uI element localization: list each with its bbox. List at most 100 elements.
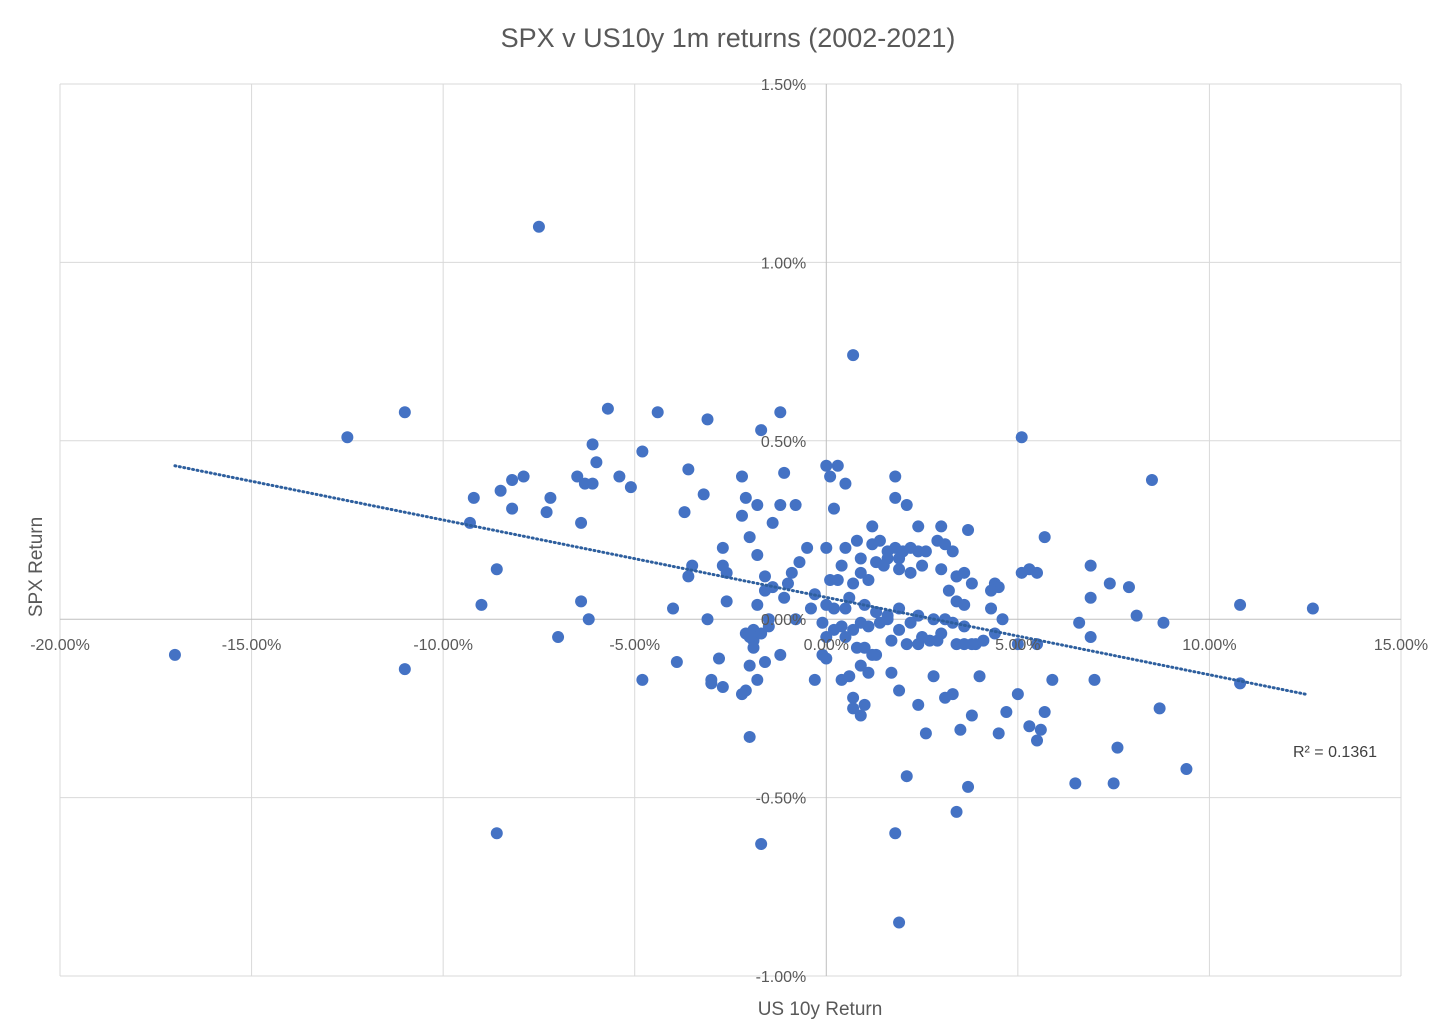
data-point [506,474,519,487]
data-point [839,541,852,554]
data-point [682,570,695,583]
x-tick-label: 15.00% [1374,637,1428,654]
data-point [820,631,833,644]
data-point [636,673,649,686]
x-tick-label: -20.00% [30,637,90,654]
data-point [1122,581,1135,594]
data-point [575,516,588,529]
data-point [1031,566,1044,579]
data-point [475,598,488,611]
data-point [751,499,764,512]
data-point [847,702,860,715]
y-tick-label: -1.00% [756,969,807,986]
data-point [1031,734,1044,747]
data-point [758,656,771,669]
data-point [398,663,411,676]
data-point [839,631,852,644]
data-point [755,837,768,850]
data-point [1073,616,1086,629]
data-point [862,666,875,679]
data-point [743,531,756,544]
data-point [785,566,798,579]
data-point [850,534,863,547]
y-axis-label: SPX Return [26,517,47,617]
data-point [755,424,768,437]
data-point [927,670,940,683]
data-point [613,470,626,483]
data-point [682,463,695,476]
data-point [889,491,902,504]
data-point [965,709,978,722]
data-point [835,559,848,572]
data-point [862,573,875,586]
data-point [582,613,595,626]
data-point [885,634,898,647]
x-tick-label: -15.00% [222,637,282,654]
data-point [824,573,837,586]
data-point [774,499,787,512]
data-point [847,623,860,636]
data-point [977,634,990,647]
x-tick-label: -5.00% [609,637,660,654]
y-tick-labels: -1.00% -0.50% 0.00% 0.50% 1.00% 1.50% [756,77,807,986]
data-point [720,595,733,608]
data-point [1088,673,1101,686]
data-point [912,638,925,651]
data-point [716,541,729,554]
data-point [835,620,848,633]
data-point [636,445,649,458]
data-point [540,506,553,519]
data-point [1084,631,1097,644]
data-point [517,470,530,483]
data-point [824,470,837,483]
data-point [847,577,860,590]
data-point [1011,688,1024,701]
data-point [494,484,507,497]
data-point [490,827,503,840]
data-point [954,723,967,736]
chart-title: SPX v US10y 1m returns (2002-2021) [501,23,956,53]
x-tick-label: 0.00% [804,637,849,654]
data-point [831,459,844,472]
data-point [601,402,614,415]
data-point [758,584,771,597]
data-point [854,552,867,565]
data-point [962,780,975,793]
data-point [578,477,591,490]
x-axis-label: US 10y Return [758,999,883,1020]
x-tick-label: -10.00% [413,637,473,654]
data-point [758,570,771,583]
data-point [747,641,760,654]
data-point [1157,616,1170,629]
data-point [667,602,680,615]
data-point [552,631,565,644]
data-point [755,627,768,640]
data-point [490,563,503,576]
data-point [651,406,664,419]
axes [60,84,1401,976]
data-point [804,602,817,615]
data-point [862,620,875,633]
data-point [1111,741,1124,754]
data-point [774,648,787,661]
data-point [881,613,894,626]
data-point [866,520,879,533]
data-point [1107,777,1120,790]
data-point [168,648,181,661]
data-point [398,406,411,419]
data-point [735,688,748,701]
data-point [544,491,557,504]
y-tick-label: 1.50% [761,77,806,94]
data-point [866,648,879,661]
data-point [950,805,963,818]
data-point [716,680,729,693]
data-point [858,698,871,711]
data-point [1069,777,1082,790]
data-point [762,620,775,633]
data-point [939,538,952,551]
data-point [958,598,971,611]
data-point [778,591,791,604]
data-point [919,545,932,558]
data-point [735,470,748,483]
